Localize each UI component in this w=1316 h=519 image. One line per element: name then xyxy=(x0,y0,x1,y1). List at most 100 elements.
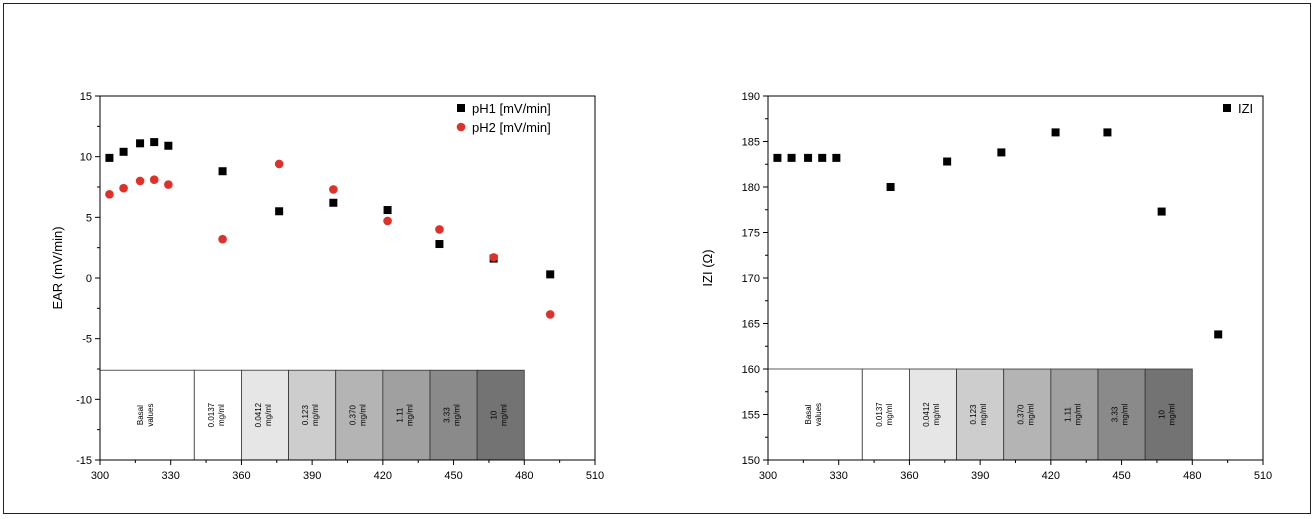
concentration-label: 1.11 xyxy=(395,407,404,423)
concentration-label: Basal xyxy=(804,404,813,424)
data-point-circle xyxy=(546,310,555,319)
concentration-unit-label: mg/ml xyxy=(1168,403,1177,425)
y-tick-label: 185 xyxy=(742,137,760,149)
data-point-square xyxy=(773,154,781,162)
data-point-square xyxy=(943,158,951,166)
data-point-square xyxy=(105,154,113,162)
concentration-unit-label: mg/ml xyxy=(1026,403,1035,425)
ear-chart: Basal values 0.0137 mg/ml 0.0412 mg/ml 0.123 mg… xyxy=(0,0,660,519)
data-point-square xyxy=(818,154,826,162)
y-tick-label: -5 xyxy=(82,334,92,346)
data-point-square xyxy=(832,154,840,162)
concentration-unit-label: mg/ml xyxy=(979,403,988,425)
concentration-label: 0.0412 xyxy=(922,402,931,427)
concentration-unit-label: mg/ml xyxy=(264,404,273,426)
data-point-circle xyxy=(329,185,338,194)
y-tick-label: 0 xyxy=(86,273,92,285)
data-point-square xyxy=(546,270,554,278)
data-point-square xyxy=(384,206,392,214)
data-point-square xyxy=(120,148,128,156)
y-tick-label: 170 xyxy=(742,273,760,285)
x-tick-label: 360 xyxy=(232,470,250,482)
y-axis-label: IZI (Ω) xyxy=(700,249,715,286)
data-point-square xyxy=(1158,208,1166,216)
x-tick-label: 510 xyxy=(586,470,604,482)
data-point-square xyxy=(435,240,443,248)
series-0-points xyxy=(105,138,554,278)
y-tick-label: -10 xyxy=(76,394,92,406)
legend-marker-circle xyxy=(457,123,466,132)
data-point-square xyxy=(1103,128,1111,136)
data-point-square xyxy=(1052,128,1060,136)
concentration-unit-label: mg/ml xyxy=(453,404,462,426)
concentration-label: 0.370 xyxy=(348,405,357,426)
legend-marker-square xyxy=(457,104,465,112)
data-point-circle xyxy=(218,235,227,244)
data-point-square xyxy=(997,148,1005,156)
concentration-unit-label: mg/ml xyxy=(217,404,226,426)
concentration-label: 0.123 xyxy=(301,405,310,426)
y-tick-label: 175 xyxy=(742,228,760,240)
concentration-label: 10 xyxy=(490,410,499,419)
data-point-square xyxy=(164,142,172,150)
data-point-circle xyxy=(383,217,392,226)
concentration-unit-label: mg/ml xyxy=(405,404,414,426)
data-point-square xyxy=(150,138,158,146)
x-tick-label: 390 xyxy=(303,470,321,482)
x-tick-label: 330 xyxy=(830,470,848,482)
data-point-circle xyxy=(489,253,498,262)
y-tick-label: 10 xyxy=(80,152,92,164)
data-point-square xyxy=(136,139,144,147)
x-tick-label: 510 xyxy=(1254,470,1272,482)
concentration-label: 0.0412 xyxy=(254,402,263,427)
x-tick-label: 330 xyxy=(162,470,180,482)
data-point-square xyxy=(219,167,227,175)
x-tick-label: 390 xyxy=(971,470,989,482)
data-point-square xyxy=(804,154,812,162)
concentration-unit-label: mg/ml xyxy=(358,404,367,426)
concentration-bands: Basal values 0.0137 mg/ml 0.0412 mg/ml 0.123 mg… xyxy=(100,370,524,460)
x-tick-label: 420 xyxy=(1042,470,1060,482)
impedance-chart: Basal values 0.0137 mg/ml 0.0412 mg/ml 0.123 mg… xyxy=(660,0,1316,519)
x-tick-label: 300 xyxy=(759,470,777,482)
concentration-unit-label: mg/ml xyxy=(311,404,320,426)
concentration-label: 3.33 xyxy=(443,407,452,423)
concentration-label: Basal xyxy=(136,405,145,425)
data-point-circle xyxy=(435,225,444,234)
concentration-unit-label: values xyxy=(146,404,155,427)
y-tick-label: 180 xyxy=(742,182,760,194)
data-point-circle xyxy=(275,160,284,169)
data-point-circle xyxy=(164,180,173,189)
x-tick-label: 300 xyxy=(91,470,109,482)
y-axis-label: EAR (mV/min) xyxy=(50,226,65,309)
data-point-square xyxy=(1214,330,1222,338)
concentration-label: 0.0137 xyxy=(875,402,884,427)
series-1-points xyxy=(105,160,554,319)
x-tick-label: 420 xyxy=(374,470,392,482)
y-tick-label: 160 xyxy=(742,364,760,376)
concentration-label: 10 xyxy=(1158,410,1167,419)
concentration-label: 1.11 xyxy=(1063,406,1072,422)
concentration-unit-label: mg/ml xyxy=(500,404,509,426)
y-tick-label: -15 xyxy=(76,455,92,467)
data-point-square xyxy=(788,154,796,162)
concentration-label: 0.123 xyxy=(969,404,978,425)
concentration-bands: Basal values 0.0137 mg/ml 0.0412 mg/ml 0.123 mg… xyxy=(768,369,1192,460)
series-0-points xyxy=(773,128,1222,338)
concentration-label: 3.33 xyxy=(1111,406,1120,422)
y-tick-label: 150 xyxy=(742,455,760,467)
legend-label: IZI xyxy=(1238,101,1253,116)
data-point-circle xyxy=(105,190,114,199)
x-tick-label: 360 xyxy=(900,470,918,482)
y-tick-label: 15 xyxy=(80,91,92,103)
x-tick-label: 480 xyxy=(515,470,533,482)
concentration-unit-label: mg/ml xyxy=(932,403,941,425)
data-point-circle xyxy=(150,175,159,184)
y-tick-label: 165 xyxy=(742,319,760,331)
x-tick-label: 450 xyxy=(1112,470,1130,482)
concentration-label: 0.0137 xyxy=(207,402,216,427)
data-point-square xyxy=(329,199,337,207)
legend-label: pH2 [mV/min] xyxy=(472,120,551,135)
data-point-square xyxy=(275,207,283,215)
data-point-circle xyxy=(119,184,128,193)
